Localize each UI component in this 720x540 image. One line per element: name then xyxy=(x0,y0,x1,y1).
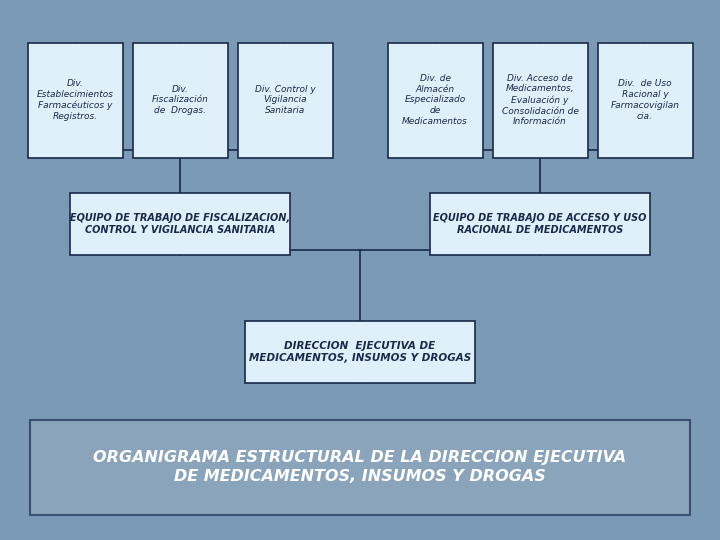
Text: ORGANIGRAMA ESTRUCTURAL DE LA DIRECCION EJECUTIVA
DE MEDICAMENTOS, INSUMOS Y DRO: ORGANIGRAMA ESTRUCTURAL DE LA DIRECCION … xyxy=(94,450,626,484)
Text: EQUIPO DE TRABAJO DE FISCALIZACION,
CONTROL Y VIGILANCIA SANITARIA: EQUIPO DE TRABAJO DE FISCALIZACION, CONT… xyxy=(70,213,290,235)
Text: EQUIPO DE TRABAJO DE ACCESO Y USO
RACIONAL DE MEDICAMENTOS: EQUIPO DE TRABAJO DE ACCESO Y USO RACION… xyxy=(433,213,647,235)
Text: Div.
Fiscalización
de  Drogas.: Div. Fiscalización de Drogas. xyxy=(152,85,208,115)
FancyBboxPatch shape xyxy=(387,43,482,158)
FancyBboxPatch shape xyxy=(598,43,693,158)
Text: Div. Acceso de
Medicamentos,
Evaluación y
Consolidación de
Información: Div. Acceso de Medicamentos, Evaluación … xyxy=(502,73,578,126)
FancyBboxPatch shape xyxy=(27,43,122,158)
FancyBboxPatch shape xyxy=(30,420,690,515)
FancyBboxPatch shape xyxy=(245,321,475,383)
FancyBboxPatch shape xyxy=(70,193,290,255)
FancyBboxPatch shape xyxy=(132,43,228,158)
FancyBboxPatch shape xyxy=(238,43,333,158)
Text: DIRECCION  EJECUTIVA DE
MEDICAMENTOS, INSUMOS Y DROGAS: DIRECCION EJECUTIVA DE MEDICAMENTOS, INS… xyxy=(249,341,471,363)
Text: Div.  de Uso
Racional y
Farmacovigilan
cia.: Div. de Uso Racional y Farmacovigilan ci… xyxy=(611,79,680,120)
Text: Div. de
Almacén
Especializado
de
Medicamentos: Div. de Almacén Especializado de Medicam… xyxy=(402,74,468,126)
Text: Div.
Establecimientos
Farmacéuticos y
Registros.: Div. Establecimientos Farmacéuticos y Re… xyxy=(37,79,114,121)
FancyBboxPatch shape xyxy=(430,193,650,255)
Text: Div. Control y
Vigilancia
Sanitaria: Div. Control y Vigilancia Sanitaria xyxy=(255,85,315,115)
FancyBboxPatch shape xyxy=(492,43,588,158)
